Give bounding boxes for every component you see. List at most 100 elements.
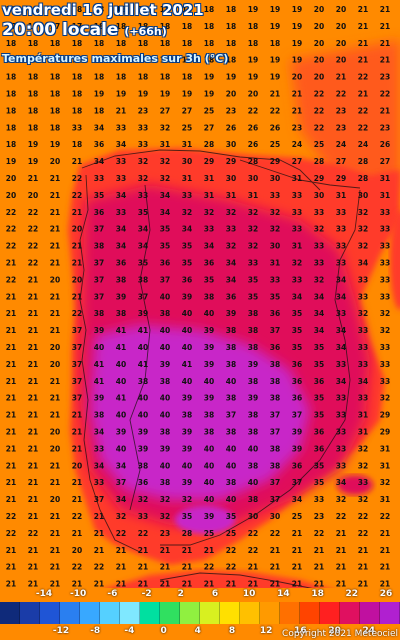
temperature-value: 33 bbox=[292, 208, 302, 217]
temperature-value: 18 bbox=[160, 22, 170, 31]
temperature-value: 20 bbox=[50, 157, 60, 166]
copyright-notice: Copyright 2021 Meteociel bbox=[282, 629, 398, 639]
temperature-value: 26 bbox=[380, 140, 390, 149]
temperature-value: 38 bbox=[248, 461, 258, 470]
temperature-value: 22 bbox=[204, 563, 214, 572]
temperature-value: 18 bbox=[6, 90, 16, 99]
temperature-value: 22 bbox=[226, 546, 236, 555]
temperature-value: 38 bbox=[160, 478, 170, 487]
temperature-value: 18 bbox=[270, 39, 280, 48]
temperature-value: 31 bbox=[226, 191, 236, 200]
temperature-value: 18 bbox=[28, 39, 38, 48]
temperature-value: 24 bbox=[292, 140, 302, 149]
legend-label: 8 bbox=[228, 626, 236, 636]
temperature-value: 31 bbox=[182, 140, 192, 149]
temperature-value: 22 bbox=[6, 529, 16, 538]
temperature-value: 33 bbox=[226, 225, 236, 234]
temperature-value: 39 bbox=[138, 444, 148, 453]
temperature-value: 21 bbox=[50, 580, 60, 589]
temperature-value: 35 bbox=[226, 512, 236, 521]
temperature-value: 35 bbox=[248, 292, 258, 301]
legend-bottom-labels: -12 -8 -4 0 4 8 12 16 20 24 bbox=[0, 626, 400, 638]
legend-color-bar bbox=[0, 602, 400, 624]
temperature-value: 33 bbox=[314, 242, 324, 251]
temperature-value: 40 bbox=[204, 461, 214, 470]
temperature-value: 21 bbox=[6, 292, 16, 301]
temperature-value: 21 bbox=[28, 292, 38, 301]
temperature-value: 18 bbox=[226, 5, 236, 14]
temperature-value: 21 bbox=[50, 174, 60, 183]
temperature-value: 34 bbox=[116, 191, 126, 200]
temperature-value: 37 bbox=[292, 411, 302, 420]
temperature-value: 27 bbox=[182, 106, 192, 115]
temperature-value: 21 bbox=[6, 563, 16, 572]
temperature-value: 34 bbox=[138, 225, 148, 234]
temperature-value: 38 bbox=[226, 326, 236, 335]
temperature-value: 35 bbox=[292, 343, 302, 352]
temperature-value: 21 bbox=[6, 411, 16, 420]
temperature-value: 33 bbox=[248, 259, 258, 268]
temperature-value: 31 bbox=[358, 428, 368, 437]
temperature-value: 21 bbox=[116, 106, 126, 115]
temperature-value: 22 bbox=[358, 73, 368, 82]
temperature-value: 34 bbox=[182, 225, 192, 234]
temperature-value: 20 bbox=[314, 73, 324, 82]
temperature-value: 32 bbox=[160, 123, 170, 132]
color-legend: -14 -10 -6 -2 2 6 10 14 18 22 26 -12 -8 -4 0 4 8 12 16 20 2… bbox=[0, 588, 400, 640]
temperature-value: 38 bbox=[270, 394, 280, 403]
temperature-value: 21 bbox=[292, 580, 302, 589]
temperature-value: 37 bbox=[94, 495, 104, 504]
temperature-value: 35 bbox=[138, 208, 148, 217]
temperature-value: 18 bbox=[226, 56, 236, 65]
temperature-value: 27 bbox=[336, 157, 346, 166]
temperature-value: 30 bbox=[314, 191, 324, 200]
temperature-value: 21 bbox=[72, 208, 82, 217]
temperature-value: 34 bbox=[226, 259, 236, 268]
temperature-value: 35 bbox=[182, 259, 192, 268]
temperature-value: 39 bbox=[182, 478, 192, 487]
temperature-value: 31 bbox=[182, 174, 192, 183]
temperature-value: 18 bbox=[94, 73, 104, 82]
temperature-value: 39 bbox=[138, 428, 148, 437]
temperature-value: 33 bbox=[314, 259, 324, 268]
legend-swatch bbox=[260, 602, 280, 624]
temperature-value: 22 bbox=[314, 529, 324, 538]
legend-swatch bbox=[20, 602, 40, 624]
temperature-value: 32 bbox=[182, 495, 192, 504]
temperature-value: 21 bbox=[50, 377, 60, 386]
temperature-value: 40 bbox=[116, 377, 126, 386]
temperature-value: 21 bbox=[6, 394, 16, 403]
temperature-value: 20 bbox=[6, 174, 16, 183]
coastline-mediterranean bbox=[160, 189, 361, 546]
temperature-value: 40 bbox=[94, 343, 104, 352]
temperature-value: 33 bbox=[358, 343, 368, 352]
temperature-value: 21 bbox=[28, 411, 38, 420]
temperature-value: 21 bbox=[50, 529, 60, 538]
border-france-spain bbox=[239, 159, 361, 189]
temperature-value: 37 bbox=[72, 394, 82, 403]
temperature-value: 33 bbox=[380, 292, 390, 301]
temperature-value: 17 bbox=[28, 22, 38, 31]
temperature-value: 19 bbox=[292, 5, 302, 14]
temperature-value: 39 bbox=[204, 360, 214, 369]
temperature-value: 20 bbox=[28, 191, 38, 200]
temperature-value: 22 bbox=[248, 529, 258, 538]
temperature-value: 18 bbox=[50, 106, 60, 115]
borders bbox=[79, 149, 361, 591]
temperature-value: 22 bbox=[138, 529, 148, 538]
temperature-value: 33 bbox=[336, 411, 346, 420]
temperature-value: 41 bbox=[116, 343, 126, 352]
temperature-value: 37 bbox=[270, 326, 280, 335]
temperature-value: 18 bbox=[50, 123, 60, 132]
temperature-value: 21 bbox=[28, 377, 38, 386]
temperature-value: 33 bbox=[380, 275, 390, 284]
legend-swatch bbox=[40, 602, 60, 624]
temperature-value: 22 bbox=[336, 512, 346, 521]
temperature-value: 21 bbox=[72, 580, 82, 589]
temperature-value: 38 bbox=[226, 360, 236, 369]
temperature-value: 33 bbox=[72, 123, 82, 132]
temperature-value: 34 bbox=[336, 343, 346, 352]
temperature-value: 40 bbox=[204, 478, 214, 487]
temperature-value: 37 bbox=[270, 428, 280, 437]
temperature-value: 18 bbox=[6, 5, 16, 14]
